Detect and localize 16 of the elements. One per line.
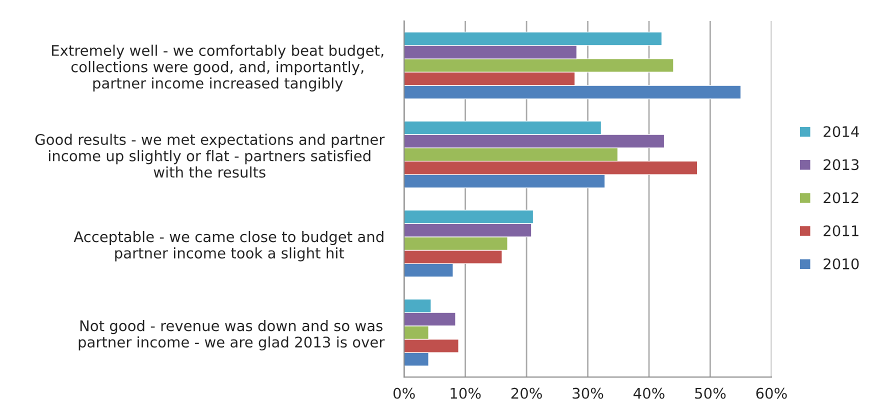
- x-tick-label: 20%: [511, 388, 542, 399]
- legend-label: 2010: [824, 258, 859, 270]
- x-tick-label: 50%: [695, 388, 726, 399]
- y-tick-label: Acceptable - we came close to budget and partner income took a slight hit: [74, 230, 384, 262]
- y-tick-label: Good results - we met expectations and partner income up slightly or flat - partners satisfied with the results: [35, 134, 385, 178]
- legend-label: 2014: [824, 126, 859, 138]
- x-tick-label: 60%: [756, 388, 787, 399]
- legend-label: 2013: [824, 159, 859, 170]
- legend-label: 2011: [824, 225, 858, 236]
- x-tick-label: 10%: [450, 388, 481, 399]
- x-tick-label: 0%: [393, 388, 415, 399]
- y-tick-label: Extremely well - we comfortably beat budget, collections were good, and, importantly, partner income increased tangibly: [52, 44, 384, 92]
- x-tick-label: 30%: [572, 388, 604, 399]
- y-tick-label: Not good - revenue was down and so was partner income - we are glad 2013 is over: [78, 320, 385, 350]
- x-tick-label: 40%: [634, 388, 664, 399]
- legend-label: 2012: [824, 192, 858, 204]
